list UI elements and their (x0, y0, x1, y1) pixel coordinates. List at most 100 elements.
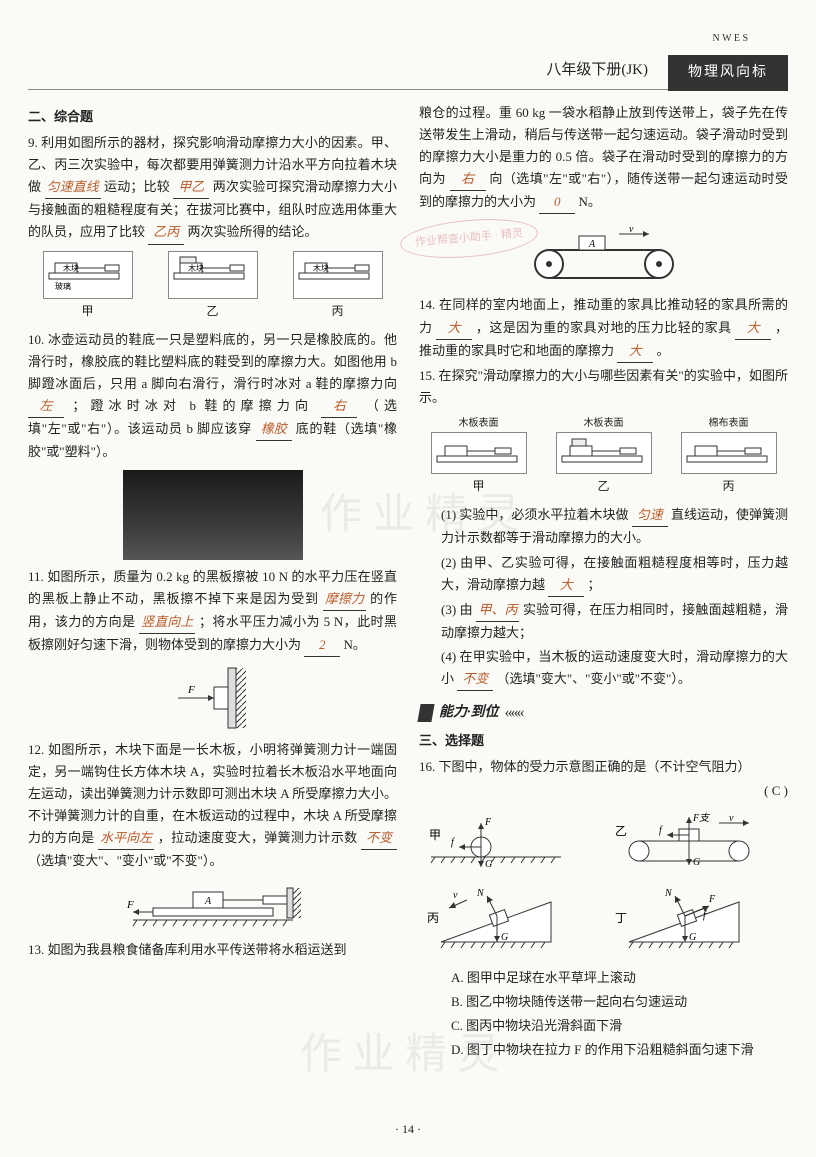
left-column: 二、综合题 9. 利用如图所示的器材，探究影响滑动摩擦力大小的因素。甲、乙、丙三… (28, 102, 397, 1063)
q15-3-blank: 甲、丙 (476, 599, 519, 622)
q13-text-start: 13. 如图为我县粮食储备库利用水平传送带将水稻运送到 (28, 939, 397, 961)
q16-fig-c: N G v 丙 (421, 882, 598, 959)
q15-2-pre: (2) 由甲、乙实验可得，在接触面粗糙程度相等时，压力越大，滑动摩擦力越 (441, 555, 788, 592)
svg-text:F: F (126, 899, 134, 911)
q12-end: （选填"变大"、"变小"或"不变"）。 (28, 853, 222, 868)
svg-text:F: F (484, 817, 492, 828)
q14-text: 14. 在同样的室内地面上，推动重的家具比推动轻的家具所需的力 大 ，这是因为重… (419, 294, 788, 362)
q10-mid1: ；蹬冰时冰对 b 鞋的摩擦力向 (72, 398, 313, 413)
q15-3: (3) 由 甲、丙 实验可得，在压力相同时，接触面越粗糙，滑动摩擦力越大； (419, 599, 788, 644)
svg-text:木块: 木块 (313, 263, 329, 273)
compass-icon: N W E S (713, 30, 748, 47)
flag-icon (417, 704, 434, 722)
q14-blank-1: 大 (436, 317, 472, 340)
svg-text:木块: 木块 (188, 263, 204, 273)
q16-answer-line: ( C ) (419, 780, 788, 802)
q16-figures: F G f 甲 F支 G f v 乙 (419, 809, 788, 959)
svg-text:f: f (451, 837, 455, 848)
svg-text:A: A (588, 239, 596, 250)
q15-3-pre: (3) 由 (441, 602, 473, 617)
q11-figure: F (28, 663, 397, 733)
svg-text:N: N (664, 888, 673, 899)
q12-blank-2: 不变 (361, 827, 397, 850)
q15-fig-b: 木板表面 乙 (556, 415, 652, 496)
svg-text:G: G (501, 932, 508, 943)
q15-fig-c-label: 丙 (681, 476, 777, 496)
page-header: N W E S 八年级下册(JK) 物理风向标 (28, 40, 788, 90)
q13-blank-1: 右 (450, 168, 486, 191)
q9-fig-a: 木块玻璃 甲 (43, 251, 133, 321)
q16-opt-b: B. 图乙中物块随传送带一起向右匀速运动 (419, 991, 788, 1013)
q15-figures: 木板表面 甲 木板表面 乙 棉布表面 丙 (419, 415, 788, 496)
q15-fig-a-top: 木板表面 (431, 415, 527, 432)
q15-fig-c: 棉布表面 丙 (681, 415, 777, 496)
q15-fig-b-label: 乙 (556, 476, 652, 496)
q9-mid1: 运动；比较 (104, 179, 170, 194)
q15-intro: 15. 在探究"滑动摩擦力的大小与哪些因素有关"的实验中，如图所示。 (419, 365, 788, 409)
q15-1: (1) 实验中，必须水平拉着木块做 匀速 直线运动，使弹簧测力计示数都等于滑动摩… (419, 504, 788, 549)
q16-opt-a: A. 图甲中足球在水平草坪上滚动 (419, 967, 788, 989)
q11-text: 11. 如图所示，质量为 0.2 kg 的黑板擦被 10 N 的水平力压在竖直的… (28, 566, 397, 657)
q15-1-pre: (1) 实验中，必须水平拉着木块做 (441, 507, 628, 522)
svg-text:甲: 甲 (429, 828, 441, 842)
q16-fig-d: N G F f 丁 (609, 882, 786, 959)
q10-text: 10. 冰壶运动员的鞋底一只是塑料底的，另一只是橡胶底的。他滑行时，橡胶底的鞋比… (28, 329, 397, 464)
q9-figures: 木块玻璃 甲 木块 乙 木块 丙 (28, 251, 397, 321)
q15-2: (2) 由甲、乙实验可得，在接触面粗糙程度相等时，压力越大，滑动摩擦力越 大 ； (419, 552, 788, 597)
q15-fig-a: 木板表面 甲 (431, 415, 527, 496)
svg-text:木块: 木块 (63, 263, 79, 273)
svg-text:G: G (693, 857, 700, 868)
q15-fig-c-top: 棉布表面 (681, 415, 777, 432)
q11-blank-1: 摩擦力 (323, 588, 366, 611)
q16-fig-b: F支 G f v 乙 (609, 809, 786, 876)
q16-opt-c: C. 图丙中物块沿光滑斜面下滑 (419, 1015, 788, 1037)
section-2-heading: 二、综合题 (28, 106, 397, 128)
svg-text:G: G (485, 859, 492, 869)
q15-fig-a-label: 甲 (431, 476, 527, 496)
q15-4: (4) 在甲实验中，当木板的运动速度变大时，滑动摩擦力的大小 不变 （选填"变大… (419, 646, 788, 691)
svg-text:v: v (453, 890, 458, 901)
q9-blank-2: 甲乙 (173, 176, 209, 199)
svg-text:A: A (204, 896, 212, 907)
q10-blank-3: 橡胶 (256, 418, 292, 441)
q12-figure: A F (28, 878, 397, 933)
q16-stem-text: 16. 下图中，物体的受力示意图正确的是（不计空气阻力） (419, 759, 751, 774)
arrows-icon: ««« (505, 699, 523, 726)
svg-text:v: v (729, 813, 734, 824)
ability-heading: 能力·到位 ««« (419, 699, 788, 726)
svg-text:F: F (187, 684, 195, 696)
q15-4-end: （选填"变大"、"变小"或"不变"）。 (497, 671, 691, 686)
svg-text:玻璃: 玻璃 (55, 281, 71, 291)
svg-text:丙: 丙 (427, 911, 439, 925)
q10-blank-1: 左 (28, 395, 64, 418)
q13-blank-2: 0 (539, 191, 575, 214)
q9-text: 9. 利用如图所示的器材，探究影响滑动摩擦力大小的因素。甲、乙、丙三次实验中，每… (28, 132, 397, 244)
svg-text:v: v (629, 224, 634, 235)
q12-mid1: ，拉动速度变大，弹簧测力计示数 (158, 830, 358, 845)
svg-text:N: N (476, 888, 485, 899)
q10-blank-2: 右 (321, 395, 357, 418)
q12-text: 12. 如图所示，木块下面是一长木板，小明将弹簧测力计一端固定，另一端钩住长方体… (28, 739, 397, 873)
q10-pre: 10. 冰壶运动员的鞋底一只是塑料底的，另一只是橡胶底的。他滑行时，橡胶底的鞋比… (28, 332, 397, 391)
section-3-heading: 三、选择题 (419, 730, 788, 752)
q11-blank-3: 2 (304, 634, 340, 657)
svg-text:F支: F支 (692, 812, 710, 824)
q16-opt-d: D. 图丁中物块在拉力 F 的作用下沿粗糙斜面匀速下滑 (419, 1039, 788, 1061)
page-number: · 14 · (395, 1119, 421, 1139)
q9-blank-1: 匀速直线 (45, 176, 101, 199)
q9-fig-a-label: 甲 (43, 301, 133, 321)
q9-fig-b-label: 乙 (168, 301, 258, 321)
q15-4-blank: 不变 (457, 668, 493, 691)
q9-blank-3: 乙丙 (148, 221, 184, 244)
q15-1-blank: 匀速 (632, 504, 668, 527)
grade-title: 八年级下册(JK) (546, 58, 648, 84)
q11-end: N。 (344, 637, 366, 652)
q14-blank-2: 大 (735, 317, 771, 340)
q15-2-blank: 大 (548, 574, 584, 597)
q11-blank-2: 竖直向上 (139, 611, 195, 634)
svg-text:G: G (689, 932, 696, 943)
q14-blank-3: 大 (617, 340, 653, 363)
q15-fig-b-top: 木板表面 (556, 415, 652, 432)
q9-fig-c-label: 丙 (293, 301, 383, 321)
q16-fig-a: F G f 甲 (421, 809, 598, 876)
